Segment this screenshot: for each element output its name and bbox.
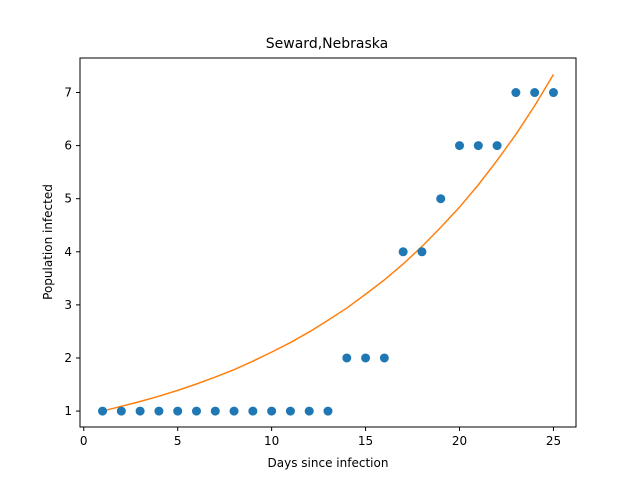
x-axis: 0 5 10 15 20 25 (80, 427, 561, 448)
data-point (173, 406, 183, 416)
data-point (530, 88, 540, 98)
y-tick-label: 3 (64, 298, 72, 312)
data-point (473, 141, 483, 151)
x-tick-label: 15 (358, 434, 373, 448)
data-point (116, 406, 126, 416)
data-point (267, 406, 277, 416)
y-tick-label: 7 (64, 86, 72, 100)
data-point (548, 88, 558, 98)
data-point (361, 353, 371, 363)
data-point (135, 406, 145, 416)
data-point (248, 406, 258, 416)
data-point (417, 247, 427, 257)
data-point (455, 141, 465, 151)
x-tick-label: 10 (264, 434, 279, 448)
y-tick-label: 1 (64, 404, 72, 418)
data-point (285, 406, 295, 416)
x-tick-label: 0 (80, 434, 88, 448)
y-tick-label: 5 (64, 192, 72, 206)
data-point (492, 141, 502, 151)
y-axis-label: Population infected (41, 184, 55, 300)
chart-title: Seward,Nebraska (266, 36, 388, 52)
data-point (98, 406, 108, 416)
data-point (379, 353, 389, 363)
data-point (229, 406, 239, 416)
y-tick-label: 6 (64, 139, 72, 153)
y-axis: 1 2 3 4 5 6 7 (64, 86, 80, 418)
x-tick-label: 5 (174, 434, 182, 448)
x-axis-label: Days since infection (268, 456, 389, 470)
data-point (304, 406, 314, 416)
data-point (210, 406, 220, 416)
data-point (154, 406, 164, 416)
data-point (323, 406, 333, 416)
data-point (342, 353, 352, 363)
y-tick-label: 4 (64, 245, 72, 259)
x-tick-label: 25 (546, 434, 561, 448)
fit-curve (102, 74, 555, 412)
y-tick-label: 2 (64, 351, 72, 365)
series-layer (98, 74, 558, 416)
plot-frame (79, 57, 577, 428)
x-tick-label: 20 (452, 434, 467, 448)
data-point (398, 247, 408, 257)
data-point (191, 406, 201, 416)
data-point (436, 194, 446, 204)
data-point (511, 88, 521, 98)
